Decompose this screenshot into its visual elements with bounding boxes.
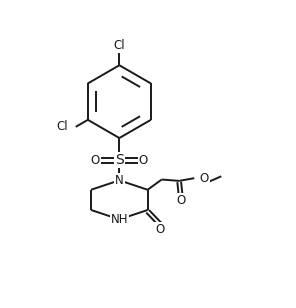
Text: O: O [200,172,209,185]
Text: O: O [155,223,164,237]
Text: N: N [115,174,124,187]
Text: S: S [115,153,124,167]
Text: Cl: Cl [114,39,125,52]
Text: NH: NH [111,213,128,226]
Text: O: O [139,154,148,167]
Text: N: N [115,174,124,187]
Text: O: O [91,154,100,167]
Text: O: O [176,194,185,207]
Text: Cl: Cl [57,120,68,133]
